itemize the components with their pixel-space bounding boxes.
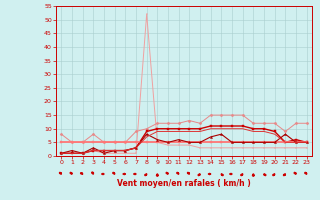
X-axis label: Vent moyen/en rafales ( km/h ): Vent moyen/en rafales ( km/h )	[117, 179, 251, 188]
